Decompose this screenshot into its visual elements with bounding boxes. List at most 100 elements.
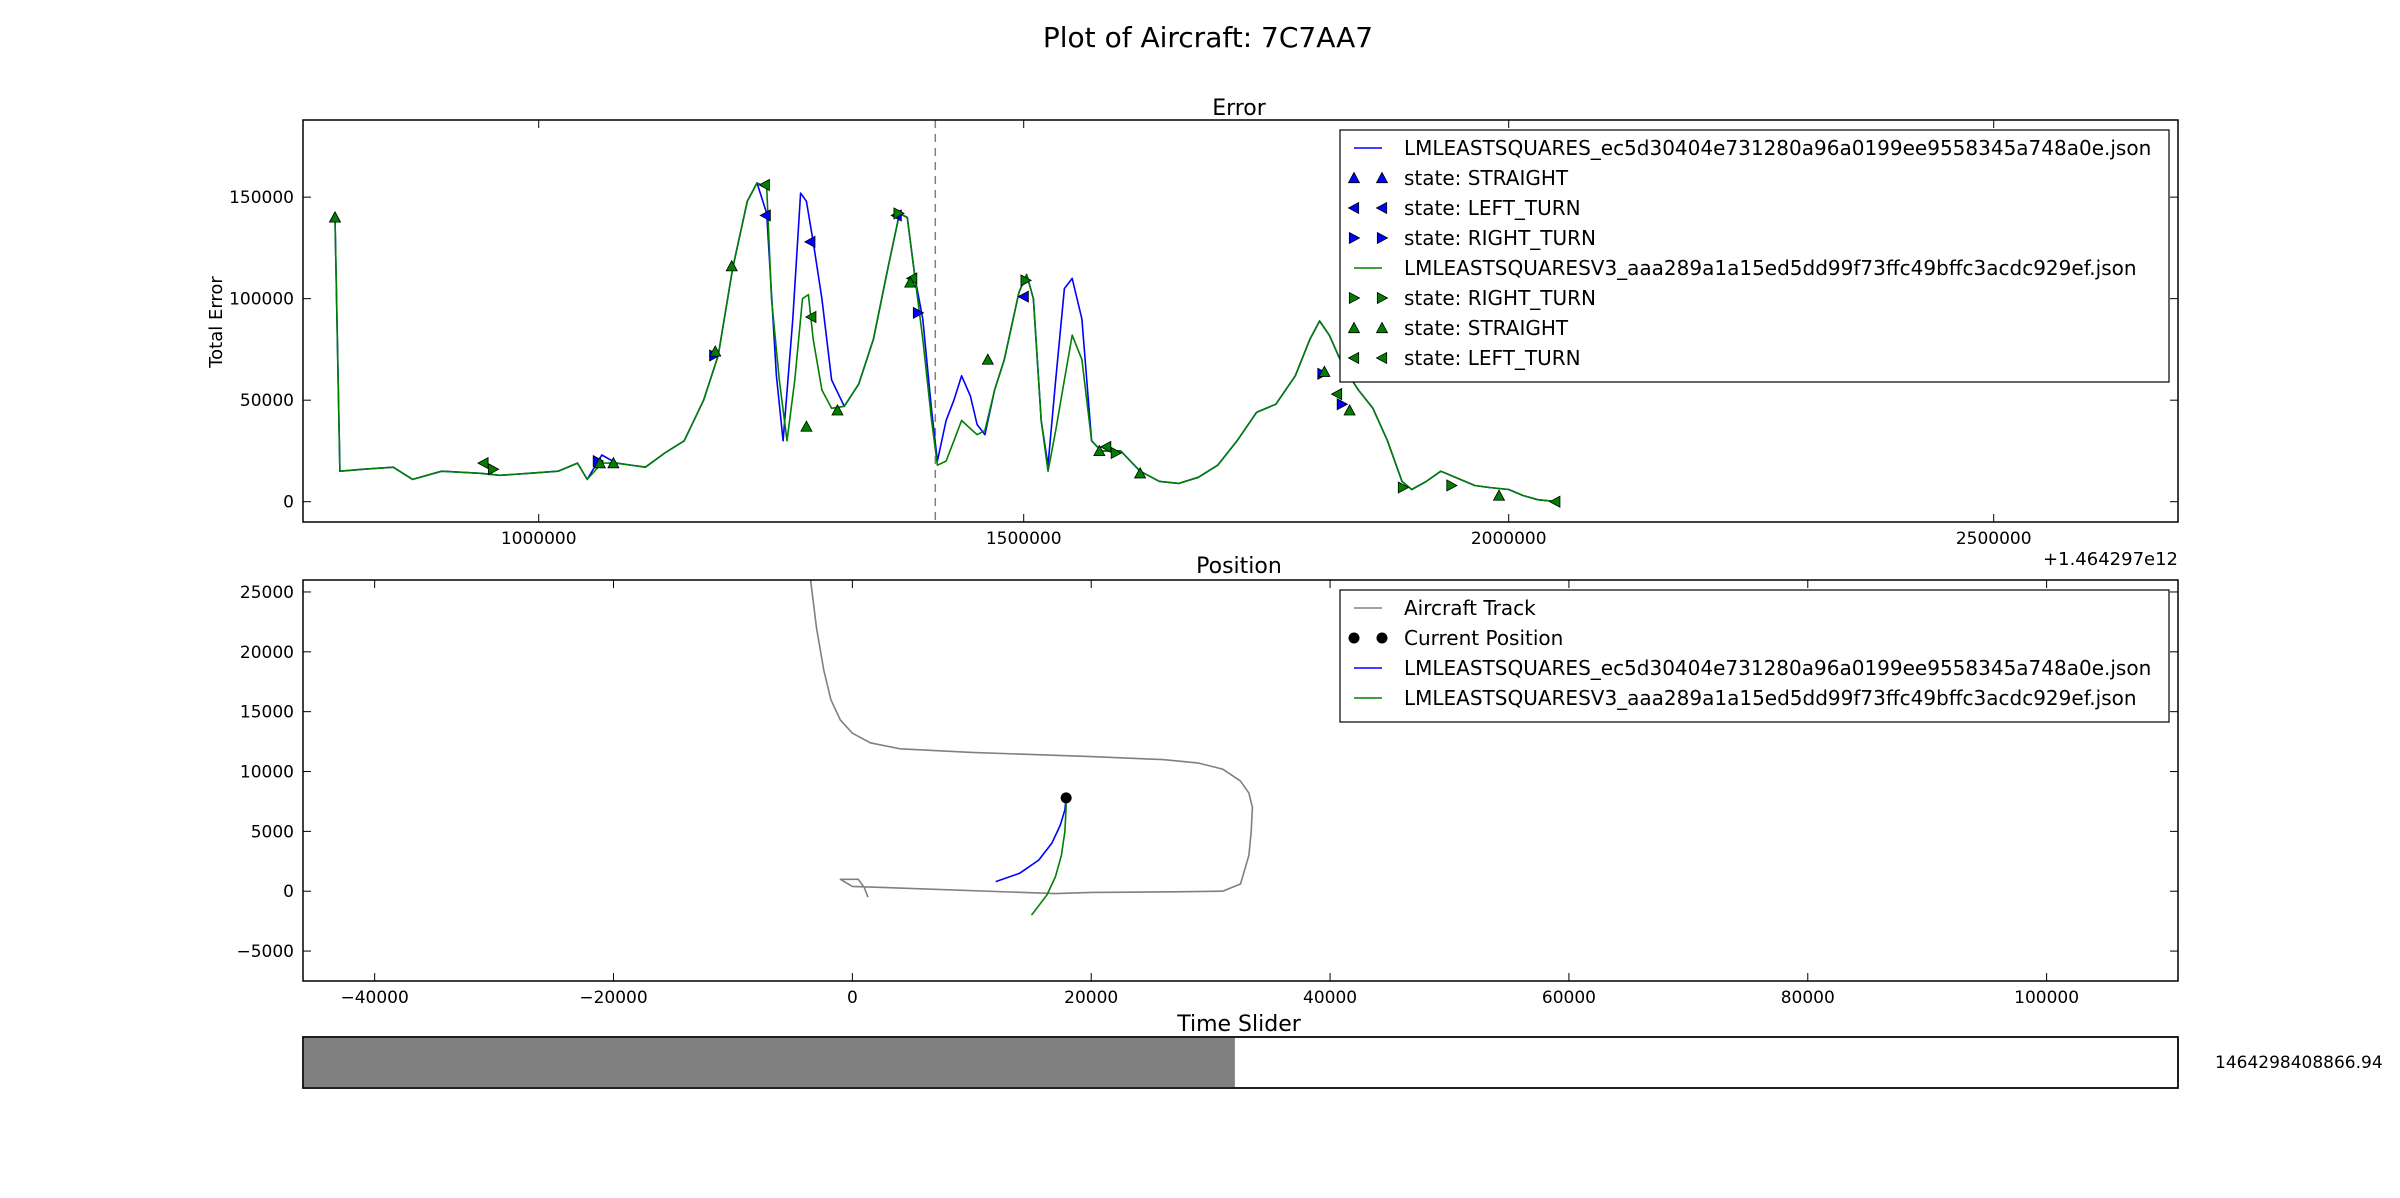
error-state-marker-straight: [725, 259, 738, 272]
position-x-tick-label: 80000: [1781, 988, 1835, 1008]
error-state-marker-straight: [981, 353, 994, 365]
error-state-marker-right-turn: [1446, 479, 1458, 492]
error-y-tick-label: 150000: [229, 188, 294, 208]
error-state-marker-left-turn: [804, 310, 817, 324]
error-legend-item: state: STRAIGHT: [1347, 316, 1569, 340]
legend-label: state: LEFT_TURN: [1404, 346, 1581, 370]
position-y-tick-label: 10000: [240, 763, 294, 783]
error-state-marker-straight: [1318, 365, 1331, 377]
error-state-marker-straight: [831, 403, 844, 416]
legend-swatch-marker: [1376, 231, 1389, 245]
error-legend-item: state: RIGHT_TURN: [1348, 286, 1596, 310]
position-axes-frame: [302, 579, 2179, 982]
position-y-tick-label: 0: [283, 882, 294, 902]
error-axes-frame: [302, 119, 2179, 523]
error-state-marker-right-turn: [1397, 481, 1410, 494]
error-y-axis-label: Total Error: [206, 276, 227, 369]
error-legend-item: state: LEFT_TURN: [1347, 196, 1581, 220]
time-slider-value: 1464298408866.94: [2215, 1053, 2383, 1073]
error-state-marker-straight: [904, 276, 917, 288]
time-slider-frame: [302, 1036, 2179, 1089]
position-series-line-lmleastsquaresv3-aaa289a: [1030, 797, 1067, 916]
position-x-tick-label: 0: [847, 988, 858, 1008]
error-state-marker-right-turn: [912, 306, 925, 320]
legend-swatch-marker: [1375, 321, 1389, 334]
error-chart: Error Total Error 1000000 1500000 2000000 2…: [206, 96, 2179, 570]
legend-swatch-marker: [1348, 632, 1360, 644]
legend-label: Aircraft Track: [1404, 596, 1536, 620]
legend-swatch-marker: [1375, 351, 1388, 365]
error-state-marker-left-turn: [803, 235, 816, 248]
legend-label: state: RIGHT_TURN: [1404, 286, 1596, 310]
position-y-tick-label: 25000: [240, 583, 294, 603]
error-legend: LMLEASTSQUARES_ec5d30404e731280a96a0199e…: [1339, 129, 2170, 383]
error-state-marker-right-turn: [1336, 398, 1349, 411]
error-x-tick-label: 1000000: [501, 529, 577, 549]
error-state-marker-right-turn: [1110, 446, 1123, 460]
error-state-marker-straight: [1093, 444, 1106, 457]
error-state-marker-straight: [1492, 489, 1506, 501]
legend-label: Current Position: [1404, 626, 1563, 650]
legend-swatch-marker: [1375, 171, 1389, 184]
position-legend: Aircraft Track Current Position LMLEASTSQU…: [1339, 589, 2170, 723]
legend-swatch-marker: [1376, 291, 1389, 305]
error-y-tick-label: 100000: [229, 290, 294, 310]
position-chart: Position −40000 −20000 0 20000 40000 60000 800…: [236, 554, 2179, 1008]
position-legend-item: Aircraft Track: [1354, 596, 1536, 620]
error-x-tick-label: 2000000: [1471, 529, 1547, 549]
position-y-tick-label: 20000: [240, 643, 294, 663]
legend-swatch-marker: [1347, 171, 1361, 184]
position-x-tick-label: 40000: [1303, 988, 1357, 1008]
error-state-marker-straight: [607, 456, 620, 469]
time-slider-fill[interactable]: [303, 1037, 1235, 1088]
error-state-marker-left-turn: [1017, 290, 1029, 303]
position-y-tick-label: −5000: [236, 942, 294, 962]
error-state-marker-left-turn: [1330, 387, 1343, 401]
error-state-marker-straight: [800, 420, 813, 432]
position-y-tick-label: 15000: [240, 703, 294, 723]
position-series-line-lmleastsquares-ec5d30404: [995, 797, 1067, 883]
error-legend-item: state: LEFT_TURN: [1347, 346, 1581, 370]
error-state-marker-straight: [1133, 466, 1147, 479]
legend-swatch-marker: [1347, 321, 1361, 334]
position-x-tick-label: −20000: [579, 988, 647, 1008]
error-state-marker-right-turn: [1020, 274, 1032, 287]
error-legend-item: LMLEASTSQUARESV3_aaa289a1a15ed5dd99f73ff…: [1354, 256, 2137, 280]
position-y-tick-label: 5000: [251, 822, 294, 842]
position-legend-item: Current Position: [1348, 626, 1563, 650]
error-state-marker-straight: [328, 211, 342, 223]
position-legend-item: LMLEASTSQUARES_ec5d30404e731280a96a0199e…: [1354, 656, 2151, 680]
error-y-tick-label: 0: [283, 493, 294, 513]
position-x-tick-label: 60000: [1542, 988, 1596, 1008]
error-legend-box: [1339, 129, 2170, 383]
error-x-tick-label: 2500000: [1956, 529, 2032, 549]
legend-label: LMLEASTSQUARES_ec5d30404e731280a96a0199e…: [1404, 656, 2151, 680]
error-legend-item: state: RIGHT_TURN: [1348, 226, 1596, 250]
position-x-tick-label: 20000: [1064, 988, 1118, 1008]
legend-label: state: STRAIGHT: [1404, 166, 1569, 190]
legend-swatch-marker: [1375, 201, 1388, 215]
error-chart-title: Error: [1212, 96, 1267, 121]
time-slider[interactable]: Time Slider 1464298408866.94: [302, 1012, 2383, 1089]
error-y-tick-label: 50000: [240, 391, 294, 411]
legend-label: LMLEASTSQUARES_ec5d30404e731280a96a0199e…: [1404, 136, 2151, 160]
error-state-marker-straight: [709, 345, 722, 357]
legend-swatch-marker: [1348, 291, 1361, 305]
legend-swatch-marker: [1348, 231, 1361, 245]
legend-label: LMLEASTSQUARESV3_aaa289a1a15ed5dd99f73ff…: [1404, 256, 2137, 280]
error-state-marker-left-turn: [1548, 495, 1561, 508]
legend-label: state: STRAIGHT: [1404, 316, 1569, 340]
legend-label: LMLEASTSQUARESV3_aaa289a1a15ed5dd99f73ff…: [1404, 686, 2137, 710]
position-x-tick-label: −40000: [340, 988, 408, 1008]
position-series-line-aircraft-track: [809, 579, 1254, 898]
time-slider-title: Time Slider: [1176, 1012, 1302, 1037]
error-state-marker-right-turn: [893, 207, 905, 220]
error-state-marker-right-turn: [488, 463, 500, 476]
position-chart-title: Position: [1196, 554, 1282, 579]
error-x-offset-label: +1.464297e12: [2043, 549, 2178, 570]
error-state-marker-straight: [1343, 403, 1356, 416]
legend-swatch-marker: [1347, 351, 1360, 365]
figure-title: Plot of Aircraft: 7C7AA7: [1043, 21, 1373, 54]
error-legend-item: LMLEASTSQUARES_ec5d30404e731280a96a0199e…: [1354, 136, 2151, 160]
